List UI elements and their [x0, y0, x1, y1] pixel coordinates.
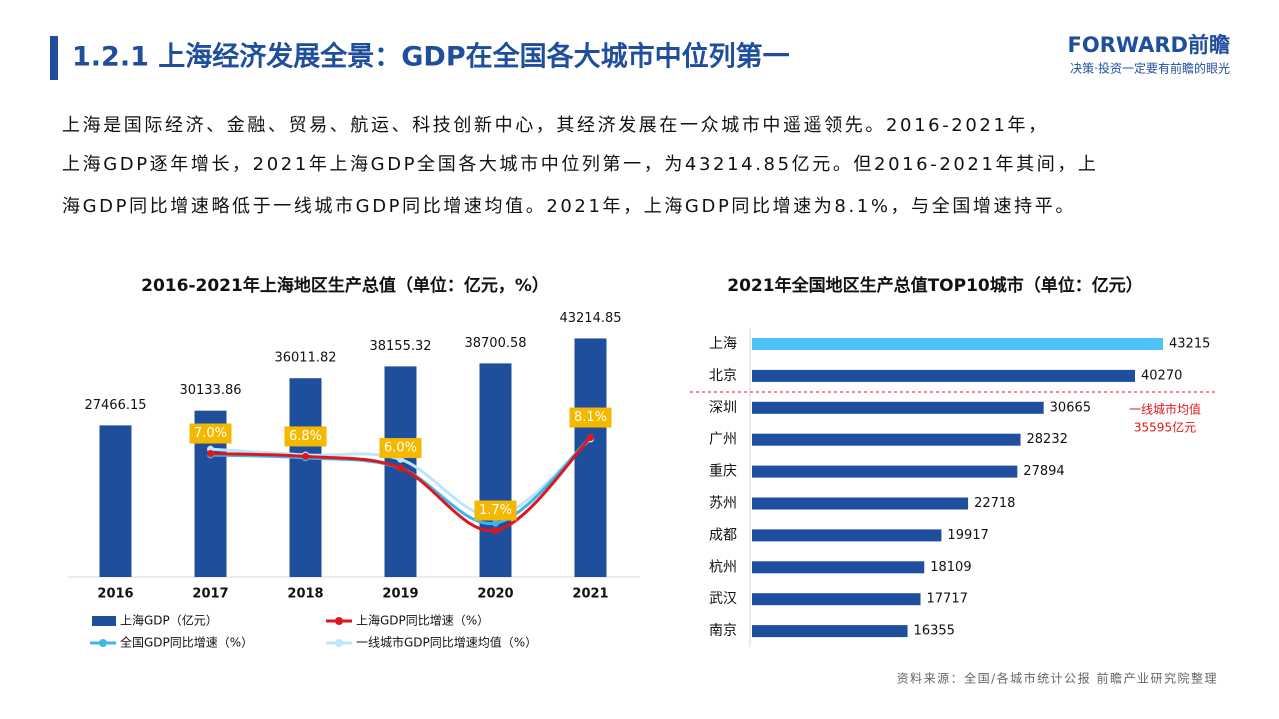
- slide-title: 1.2.1 上海经济发展全景：GDP在全国各大城市中位列第一: [72, 41, 790, 73]
- y-tick-label: 北京: [709, 368, 737, 384]
- legend-label: 全国GDP同比增速（%）: [120, 635, 253, 650]
- legend-label: 上海GDP（亿元）: [120, 613, 218, 628]
- line: [210, 437, 592, 518]
- bar: [752, 433, 1021, 446]
- bar-value-label: 36011.82: [274, 351, 336, 366]
- bar-value-label: 28232: [1027, 432, 1068, 447]
- logo: FORWARD前瞻: [1068, 33, 1230, 57]
- bar: [479, 363, 512, 577]
- x-tick-label: 2018: [287, 587, 323, 602]
- bar: [752, 465, 1018, 478]
- chart-title: 2016-2021年上海地区生产总值（单位：亿元，%）: [141, 275, 549, 296]
- bar: [752, 369, 1136, 382]
- bar: [752, 529, 942, 542]
- body-line: 上海是国际经济、金融、贸易、航运、科技创新中心，其经济发展在一众城市中遥遥领先。…: [62, 115, 1049, 136]
- source: 资料来源：全国/各城市统计公报 前瞻产业研究院整理: [897, 671, 1218, 686]
- slogan: 决策·投资一定要有前瞻的眼光: [1070, 61, 1230, 76]
- bar-value-label: 16355: [914, 624, 955, 639]
- line-point: [397, 464, 404, 472]
- bar: [752, 401, 1044, 414]
- bar: [752, 497, 969, 510]
- bar-value-label: 30133.86: [179, 383, 241, 398]
- bar: [99, 425, 132, 577]
- bar-value-label: 22718: [974, 496, 1015, 511]
- x-tick-label: 2021: [572, 587, 608, 602]
- y-tick-label: 南京: [709, 623, 737, 639]
- data-label: 6.0%: [384, 441, 417, 456]
- data-label-box: [379, 438, 422, 459]
- annotation: 一线城市均值: [1129, 402, 1201, 417]
- y-tick-label: 成都: [709, 527, 737, 543]
- bar: [752, 625, 908, 638]
- x-tick-label: 2020: [477, 587, 513, 602]
- bar-value-label: 19917: [947, 528, 988, 543]
- data-label: 1.7%: [479, 503, 512, 518]
- line-point: [207, 450, 214, 458]
- y-tick-label: 重庆: [709, 464, 737, 480]
- line-point: [492, 527, 499, 535]
- line: [210, 436, 592, 533]
- bar-value-label: 38700.58: [464, 336, 526, 351]
- bar-value-label: 27894: [1023, 464, 1064, 479]
- bar: [752, 593, 921, 606]
- data-label-box: [284, 426, 327, 447]
- x-tick-label: 2019: [382, 587, 418, 602]
- bar-value-label: 38155.32: [369, 339, 431, 354]
- y-tick-label: 广州: [709, 432, 737, 448]
- bar-value-label: 40270: [1141, 368, 1182, 383]
- x-tick-label: 2016: [97, 587, 133, 602]
- bar: [752, 338, 1164, 350]
- y-tick-label: 武汉: [709, 591, 737, 607]
- legend-label: 上海GDP同比增速（%）: [356, 613, 489, 628]
- chart-title: 2021年全国地区生产总值TOP10城市（单位：亿元）: [727, 275, 1142, 296]
- y-tick-label: 杭州: [709, 559, 737, 575]
- line-point: [302, 452, 309, 460]
- line-point: [492, 519, 499, 527]
- y-tick-label: 苏州: [709, 496, 737, 512]
- data-label-box: [189, 423, 232, 444]
- bar: [289, 378, 322, 577]
- x-tick-label: 2017: [192, 587, 228, 602]
- bar-value-label: 43214.85: [559, 311, 621, 326]
- bar: [574, 338, 607, 577]
- data-label: 6.8%: [289, 429, 322, 444]
- legend-swatch: [335, 617, 343, 625]
- body-line: 海GDP同比增速略低于一线城市GDP同比增速均值。2021年，上海GDP同比增速…: [62, 196, 1076, 217]
- y-tick-label: 上海: [709, 336, 737, 352]
- legend-swatch: [92, 616, 116, 626]
- bar-value-label: 18109: [930, 560, 971, 575]
- data-label-box: [569, 407, 612, 428]
- legend-swatch: [99, 639, 107, 647]
- y-tick-label: 深圳: [709, 400, 737, 416]
- bar-value-label: 30665: [1050, 400, 1091, 415]
- annotation: 35595亿元: [1134, 420, 1196, 435]
- legend-label: 一线城市GDP同比增速均值（%）: [356, 635, 537, 650]
- legend-swatch: [335, 639, 343, 647]
- bar: [752, 561, 925, 574]
- title-bar: [50, 36, 58, 80]
- data-label-box: [474, 500, 517, 521]
- bar-value-label: 27466.15: [84, 398, 146, 413]
- bar-value-label: 43215: [1169, 337, 1210, 352]
- data-label: 8.1%: [574, 410, 607, 425]
- bar-value-label: 17717: [927, 592, 968, 607]
- line-point: [587, 434, 594, 442]
- body-line: 上海GDP逐年增长，2021年上海GDP全国各大城市中位列第一，为43214.8…: [62, 154, 1099, 175]
- data-label: 7.0%: [194, 426, 227, 441]
